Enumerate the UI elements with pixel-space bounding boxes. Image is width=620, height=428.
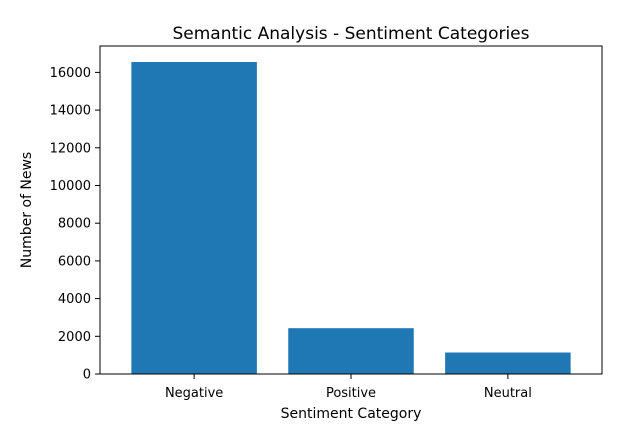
y-axis: 0 2000 4000 6000 8000 10000 12000 14000 16000 <box>50 66 100 383</box>
bars-group <box>131 62 571 375</box>
x-tick-label: Positive <box>326 386 376 401</box>
bar-neutral <box>445 352 571 374</box>
x-axis: Negative Positive Neutral <box>165 374 532 401</box>
y-tick-label: 8000 <box>58 217 91 232</box>
y-tick-label: 6000 <box>58 254 91 269</box>
x-axis-label: Sentiment Category <box>281 406 422 422</box>
bar-negative <box>131 62 257 375</box>
chart-title: Semantic Analysis - Sentiment Categories <box>172 24 529 44</box>
y-tick-label: 10000 <box>50 179 91 194</box>
y-tick-label: 2000 <box>58 330 91 345</box>
y-tick-label: 0 <box>83 368 91 383</box>
plot-area-frame <box>99 45 603 375</box>
y-tick-label: 14000 <box>50 104 91 119</box>
x-tick-label: Negative <box>165 386 223 401</box>
bar-positive <box>288 328 414 374</box>
x-tick-label: Neutral <box>484 386 532 401</box>
y-tick-label: 16000 <box>50 66 91 81</box>
y-axis-label: Number of News <box>19 152 35 268</box>
y-tick-label: 4000 <box>58 292 91 307</box>
y-tick-label: 12000 <box>50 141 91 156</box>
